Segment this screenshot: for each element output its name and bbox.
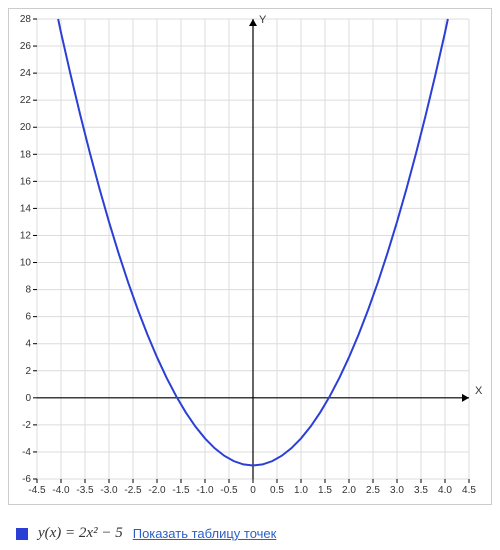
- svg-text:-3.0: -3.0: [100, 485, 118, 496]
- svg-text:4.5: 4.5: [462, 485, 476, 496]
- legend-formula: y(x) = 2x² − 5: [38, 525, 123, 542]
- svg-text:-2.0: -2.0: [148, 485, 166, 496]
- svg-text:Y: Y: [259, 14, 267, 26]
- svg-text:6: 6: [25, 312, 31, 323]
- legend-swatch: [16, 528, 28, 540]
- svg-text:22: 22: [20, 95, 32, 106]
- svg-text:3.5: 3.5: [414, 485, 428, 496]
- svg-text:1.0: 1.0: [294, 485, 308, 496]
- svg-text:8: 8: [25, 285, 31, 296]
- svg-text:-2.5: -2.5: [124, 485, 142, 496]
- chart-container: X Y -4.5 -4.0 -3.5 -3.0 -2.5 -2.0 -1.5 -1.0 -0.5 0 0…: [8, 8, 492, 505]
- svg-text:4: 4: [25, 339, 31, 350]
- svg-text:14: 14: [20, 203, 32, 214]
- svg-text:1.5: 1.5: [318, 485, 332, 496]
- svg-text:2.0: 2.0: [342, 485, 356, 496]
- svg-text:-1.5: -1.5: [172, 485, 190, 496]
- svg-text:2.5: 2.5: [366, 485, 380, 496]
- svg-text:0.5: 0.5: [270, 485, 284, 496]
- svg-text:12: 12: [20, 230, 32, 241]
- svg-text:-4: -4: [22, 447, 31, 458]
- svg-text:0: 0: [250, 485, 256, 496]
- svg-text:3.0: 3.0: [390, 485, 404, 496]
- svg-text:28: 28: [20, 14, 32, 25]
- svg-text:-6: -6: [22, 474, 31, 485]
- svg-text:-4.0: -4.0: [52, 485, 70, 496]
- svg-text:X: X: [475, 385, 483, 397]
- svg-text:2: 2: [25, 366, 31, 377]
- svg-text:20: 20: [20, 122, 32, 133]
- svg-text:24: 24: [20, 68, 32, 79]
- svg-text:26: 26: [20, 41, 32, 52]
- parabola-chart: X Y -4.5 -4.0 -3.5 -3.0 -2.5 -2.0 -1.5 -1.0 -0.5 0 0…: [9, 9, 491, 499]
- svg-text:-2: -2: [22, 420, 31, 431]
- svg-text:10: 10: [20, 258, 32, 269]
- svg-text:4.0: 4.0: [438, 485, 452, 496]
- svg-text:18: 18: [20, 149, 32, 160]
- svg-text:-1.0: -1.0: [196, 485, 214, 496]
- svg-text:-0.5: -0.5: [220, 485, 238, 496]
- svg-text:-3.5: -3.5: [76, 485, 94, 496]
- legend: y(x) = 2x² − 5 Показать таблицу точек: [8, 525, 492, 542]
- svg-text:-4.5: -4.5: [28, 485, 46, 496]
- svg-text:16: 16: [20, 176, 32, 187]
- svg-text:0: 0: [25, 393, 31, 404]
